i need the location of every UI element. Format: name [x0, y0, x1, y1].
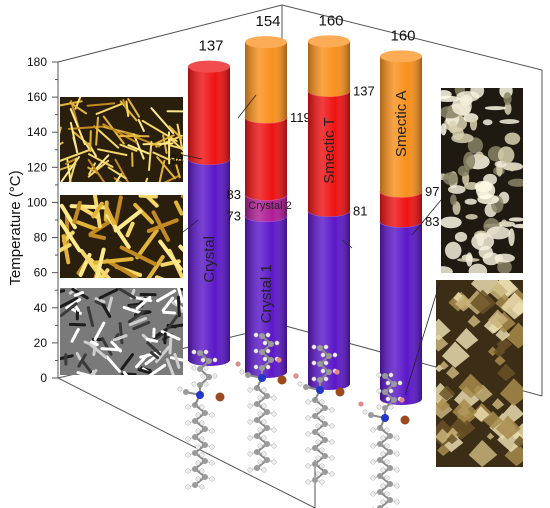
cylinder-1: 137 94 Crystal: [170, 38, 231, 366]
y-axis-title: Temperature (°C): [7, 170, 24, 285]
y-tick-label: 60: [34, 266, 48, 280]
transition-label: 119: [290, 110, 311, 125]
molecule-structure: [358, 372, 410, 508]
phase-label: Crystal: [201, 236, 218, 283]
phase-label-small: Crystal 2: [248, 200, 291, 212]
micrograph-right-bottom: [436, 280, 523, 467]
phase-label: Smectic T: [321, 117, 338, 183]
cylinder-top: [188, 60, 230, 73]
transition-label: 73: [227, 209, 241, 224]
micrograph-insets: [60, 88, 523, 467]
y-tick-label: 180: [27, 55, 47, 69]
cylinder-top: [308, 35, 350, 48]
cylinder-segment: [245, 36, 287, 124]
micrograph-right-top: [441, 88, 523, 273]
y-tick-label: 160: [27, 90, 47, 104]
cylinder-2: 154 73 83 119 Crystal 1 Crystal 2: [227, 13, 311, 378]
cylinder-4: 160 83 97 Smectic A: [379, 27, 439, 405]
y-tick-label: 80: [34, 231, 48, 245]
transition-label: 137: [353, 84, 375, 99]
transition-label: 83: [227, 187, 241, 202]
cylinder-segment: [187, 158, 231, 366]
cylinder-segment: [379, 191, 423, 228]
cylinder-segment: [307, 90, 351, 217]
cylinder-segment: [307, 210, 351, 390]
molecule-structure: [293, 344, 345, 485]
micrograph-left-bottom: [60, 288, 183, 375]
leader-lines: [182, 94, 442, 396]
y-tick-label: 40: [34, 301, 48, 315]
cylinder-top: [245, 36, 287, 49]
y-tick-label: 100: [27, 195, 47, 209]
phase-cylinders: 137 94 Crystal 154 73 83 119 Crystal 1 Crystal 2…: [170, 12, 439, 405]
y-tick-label: 20: [34, 336, 48, 350]
transition-label: 83: [425, 214, 439, 229]
y-tick-label: 120: [27, 160, 47, 174]
cylinder-top: [380, 50, 422, 63]
cylinder-top-label: 154: [255, 13, 280, 30]
micrograph-left-top: [60, 97, 183, 182]
transition-label: 97: [425, 184, 439, 199]
cylinder-segment: [244, 116, 288, 201]
molecule-structure: [235, 332, 287, 473]
cylinder-top-label: 160: [390, 27, 415, 44]
molecule-structures: [177, 332, 410, 508]
phase-label: Crystal 1: [258, 264, 275, 323]
phase-label: Smectic A: [393, 90, 410, 157]
cylinder-segment: [379, 221, 423, 405]
cylinder-segment: [308, 35, 350, 97]
transition-label: 94: [170, 152, 184, 167]
molecule-structure: [177, 349, 225, 490]
y-axis: 0 20 40 60 80 100 120 140 160 180: [27, 55, 58, 385]
cylinder-segment: [188, 60, 230, 165]
y-tick-label: 0: [40, 371, 47, 385]
cylinder-3: 160 81 137 Smectic T: [307, 12, 375, 390]
cylinder-top-label: 137: [198, 38, 223, 55]
cylinder-segment: [380, 50, 422, 198]
cylinder-top-label: 160: [318, 12, 343, 29]
micrograph-left-middle: [60, 195, 183, 278]
transition-label: 81: [353, 204, 367, 219]
y-tick-label: 140: [27, 125, 47, 139]
